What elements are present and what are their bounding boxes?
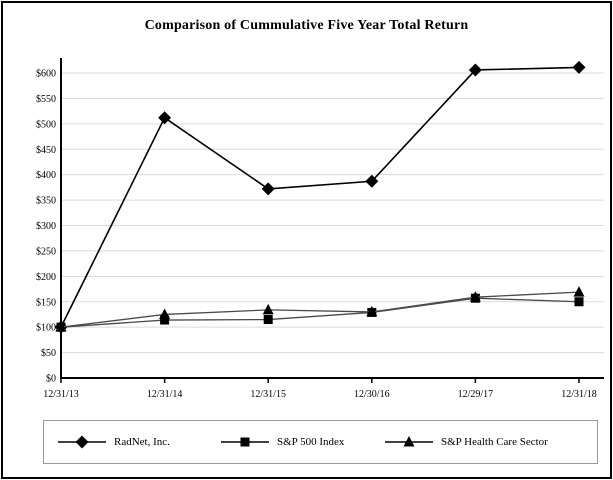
legend: RadNet, Inc. S&P 500 Index S&P Health Ca… [43,420,598,464]
y-axis-tick-label: $600 [36,69,56,80]
triangle-marker-icon [469,291,481,302]
y-axis-tick-label: $450 [36,145,56,156]
y-axis-tick-label: $400 [36,170,56,181]
x-axis-tick-label: 12/31/13 [43,389,79,400]
x-axis-tick-label: 12/29/17 [458,389,494,400]
triangle-marker-icon [573,286,585,297]
y-axis-tick-label: $300 [36,221,56,232]
diamond-marker-icon [261,182,275,196]
y-axis-tick-label: $550 [36,94,56,105]
legend-label-healthcare: S&P Health Care Sector [441,436,548,448]
y-axis-tick-label: $200 [36,272,56,283]
square-marker-icon [221,437,269,447]
series-line-radnet [60,66,580,328]
diamond-marker-icon [365,174,379,188]
legend-entry-sp500: S&P 500 Index [221,421,344,463]
x-axis-tick-label: 12/31/18 [561,389,597,400]
legend-label-sp500: S&P 500 Index [277,436,345,448]
series-line-sp500 [60,297,580,328]
square-marker-icon [263,315,273,325]
y-axis-tick-label: $50 [41,348,56,359]
x-axis-tick-label: 12/31/14 [147,389,183,400]
diamond-marker-icon [75,435,89,449]
chart-title: Comparison of Cummulative Five Year Tota… [144,18,469,33]
y-axis-tick-label: $350 [36,196,56,207]
triangle-marker-icon [385,436,433,447]
legend-entry-radnet: RadNet, Inc. [58,421,170,463]
triangle-marker-icon [55,321,67,332]
y-axis-tick-label: $250 [36,246,56,257]
triangle-marker-icon [366,305,378,317]
y-axis-tick-label: $0 [46,374,56,385]
diamond-marker-icon [468,63,482,77]
square-marker-icon [160,315,170,325]
triangle-marker-icon [159,308,171,319]
y-axis-tick-label: $150 [36,297,56,308]
x-axis-tick-label: 12/30/16 [354,389,390,400]
y-axis-tick-label: $100 [36,323,56,334]
triangle-marker-icon [262,303,274,315]
legend-entry-healthcare: S&P Health Care Sector [385,421,548,463]
diamond-marker-icon [158,111,172,125]
triangle-marker-icon [403,436,415,447]
legend-label-radnet: RadNet, Inc. [114,436,170,448]
diamond-marker-icon [58,435,106,449]
square-marker-icon [240,437,250,447]
diamond-marker-icon [572,60,586,74]
square-marker-icon [574,297,584,307]
x-axis-tick-label: 12/31/15 [250,389,286,400]
y-axis-tick-label: $500 [36,119,56,130]
series-line-healthcare [60,291,580,328]
